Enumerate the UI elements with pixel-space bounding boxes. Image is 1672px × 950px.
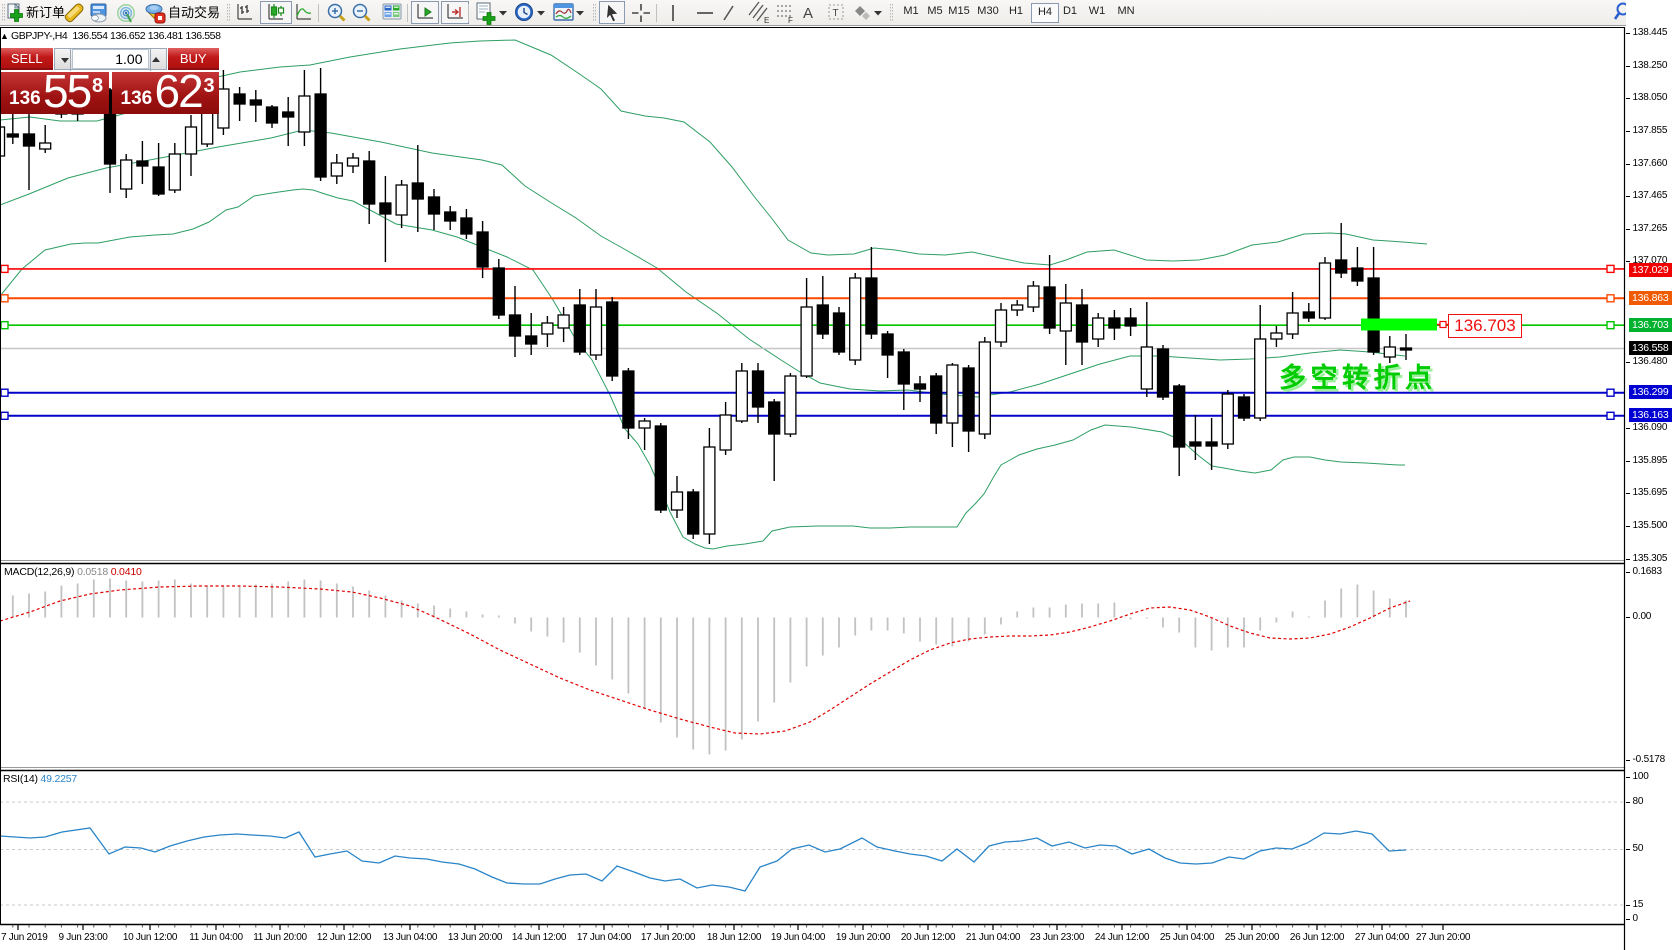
- svg-text:自动交易: 自动交易: [168, 5, 220, 20]
- svg-text:F: F: [788, 16, 793, 25]
- svg-text:T: T: [833, 8, 839, 19]
- svg-text:E: E: [764, 16, 769, 25]
- svg-text:A: A: [803, 5, 813, 22]
- svg-text:新订单: 新订单: [26, 5, 65, 20]
